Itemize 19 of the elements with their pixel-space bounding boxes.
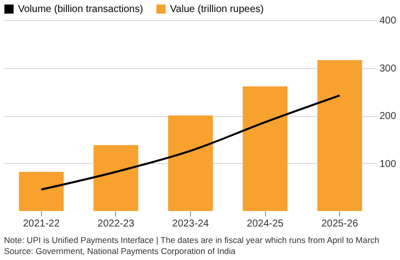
y-tick-label: 200 — [380, 111, 397, 122]
line-series — [40, 94, 341, 191]
y-tick-label: 400 — [380, 16, 397, 26]
x-tick-label: 2025-26 — [321, 218, 358, 230]
bar — [18, 172, 64, 211]
legend-label: Volume (billion transactions) — [18, 4, 144, 16]
source-note: Source: Government, National Payments Corporation of India — [4, 246, 236, 256]
text: Note: UPI is Unified Payments Interface | The dates are in fiscal year which runs from April to March — [4, 235, 380, 245]
bar — [242, 86, 288, 211]
x-tick-label: 2024-25 — [246, 218, 284, 230]
x-tick-label: 2023-24 — [172, 218, 210, 230]
legend-label: Value (trillion rupees) — [170, 4, 264, 16]
x-tick-label: 2021-22 — [22, 218, 60, 230]
x-tick-label: 2022-23 — [98, 218, 135, 230]
y-tick-label: 300 — [380, 63, 397, 74]
y-tick-label: 100 — [380, 158, 397, 170]
bar — [317, 60, 362, 211]
bar — [94, 145, 138, 211]
bar — [168, 116, 213, 211]
